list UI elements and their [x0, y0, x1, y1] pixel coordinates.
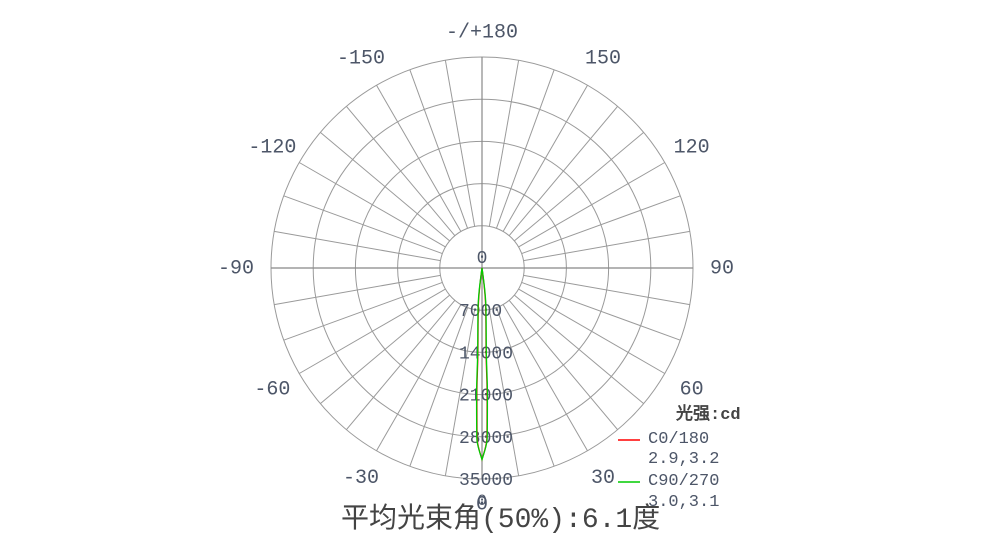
- svg-text:-60: -60: [254, 378, 290, 401]
- svg-text:35000: 35000: [459, 471, 513, 491]
- svg-text:60: 60: [680, 378, 704, 401]
- svg-text:7000: 7000: [459, 302, 502, 322]
- svg-text:-150: -150: [337, 48, 385, 71]
- svg-text:-30: -30: [343, 467, 379, 490]
- svg-text:-120: -120: [248, 136, 296, 159]
- svg-text:-/+180: -/+180: [446, 21, 518, 44]
- svg-text:90: 90: [710, 257, 734, 280]
- svg-text:光强:cd: 光强:cd: [675, 403, 741, 425]
- svg-text:平均光束角(50%):6.1度: 平均光束角(50%):6.1度: [341, 502, 660, 536]
- svg-text:0: 0: [477, 249, 488, 269]
- svg-text:30: 30: [591, 467, 615, 490]
- svg-text:120: 120: [674, 136, 710, 159]
- svg-text:2.9,3.2: 2.9,3.2: [648, 450, 719, 469]
- svg-text:-90: -90: [218, 257, 254, 280]
- svg-text:C90/270: C90/270: [648, 472, 719, 491]
- svg-text:150: 150: [585, 48, 621, 71]
- svg-text:C0/180: C0/180: [648, 430, 709, 449]
- svg-text:21000: 21000: [459, 387, 513, 407]
